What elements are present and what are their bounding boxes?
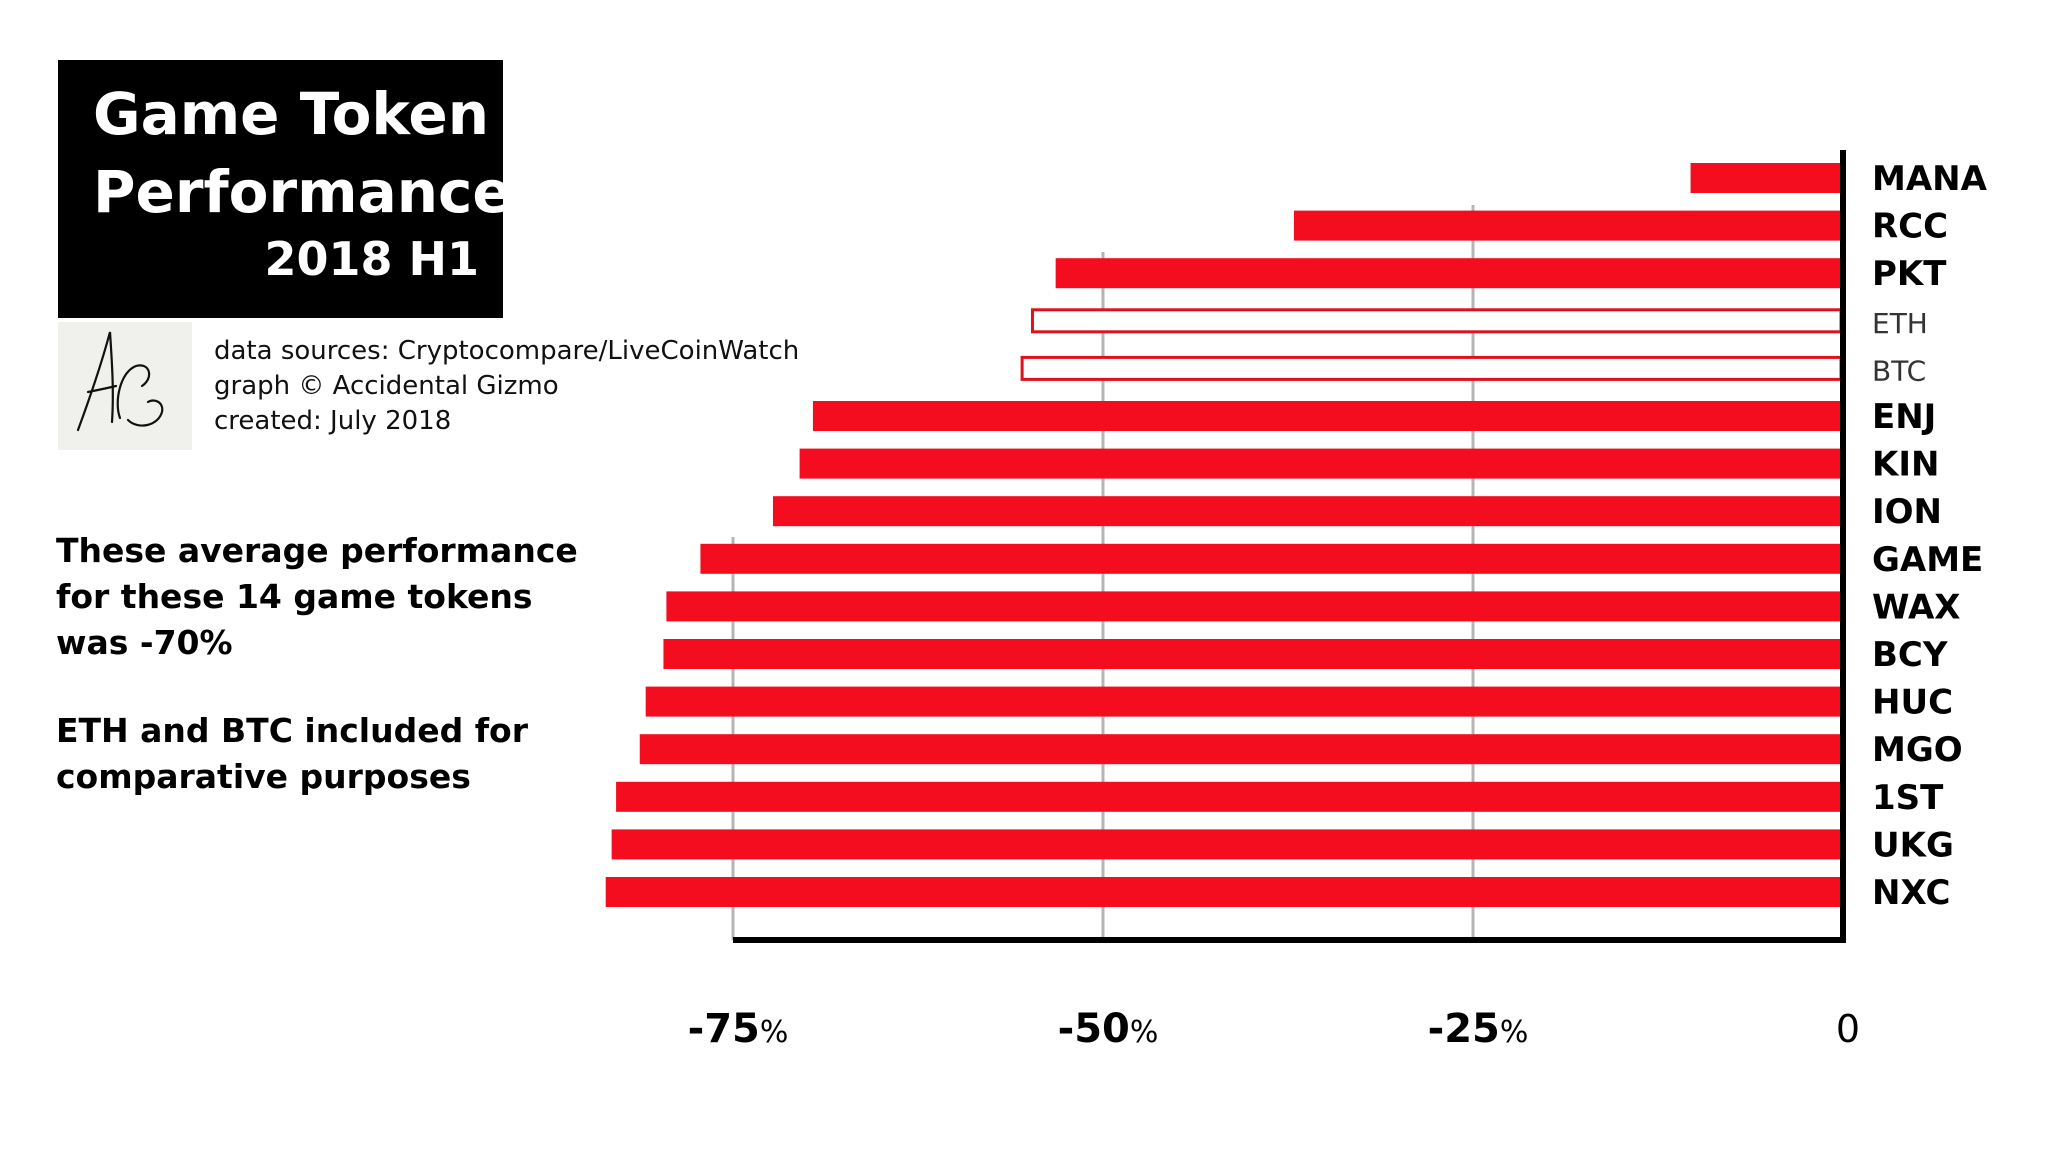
chart-title-line1: Game Token — [93, 80, 490, 148]
bar-1st — [616, 781, 1843, 812]
created-date-text: created: July 2018 — [214, 406, 452, 436]
bar-nxc — [605, 877, 1843, 907]
category-label: ETH — [1872, 307, 1928, 340]
bar-mana — [1690, 163, 1843, 193]
x-tick-label: 0 — [1836, 1007, 1860, 1051]
chart-title-line2: Performance — [93, 158, 512, 226]
average-performance-note: These average performance for these 14 g… — [56, 531, 578, 662]
ag-signature-logo-icon — [58, 322, 192, 450]
bar-btc — [1020, 355, 1843, 381]
logo-svg — [76, 331, 164, 432]
tick-labels: -75% -50% -25% 0 — [688, 1006, 1860, 1052]
category-label: ENJ — [1872, 397, 1936, 437]
category-label: NXC — [1872, 873, 1950, 913]
bar-mgo — [639, 734, 1843, 765]
bar-kin — [799, 448, 1843, 479]
bar-pkt — [1055, 258, 1843, 289]
bar-ion — [772, 496, 1844, 527]
bar-huc — [645, 686, 1844, 717]
comparative-note: ETH and BTC included for comparative pur… — [56, 711, 528, 796]
category-label: GAME — [1872, 540, 1983, 580]
bar-ukg — [611, 829, 1843, 860]
bars — [605, 163, 1844, 907]
x-tick-label: -25% — [1428, 1006, 1529, 1052]
category-labels: MANA RCC PKT ETH BTC ENJ KIN ION GAME WAX BCY HUC MG… — [1872, 159, 1988, 913]
category-label: BCY — [1872, 635, 1948, 675]
credits-block: data sources: Cryptocompare/LiveCoinWatc… — [214, 334, 799, 439]
bar-enj — [812, 401, 1844, 431]
title-box: Game Token Performance 2018 H1 — [58, 60, 512, 318]
category-label: HUC — [1872, 683, 1953, 723]
category-label: RCC — [1872, 207, 1948, 247]
chart-subtitle: 2018 H1 — [264, 232, 479, 286]
category-label: UKG — [1872, 825, 1954, 865]
axes — [733, 150, 1846, 943]
category-label: KIN — [1872, 445, 1939, 485]
bar-bcy — [663, 639, 1844, 669]
category-label: ION — [1872, 492, 1942, 532]
bar-wax — [666, 591, 1843, 622]
category-label: BTC — [1872, 354, 1926, 387]
category-label: MGO — [1872, 730, 1963, 770]
category-label: 1ST — [1872, 778, 1944, 818]
data-sources-text: data sources: Cryptocompare/LiveCoinWatc… — [214, 336, 800, 366]
x-tick-label: -50% — [1058, 1006, 1159, 1052]
bar-game — [700, 543, 1844, 574]
category-label: WAX — [1872, 587, 1961, 627]
x-tick-label: -75% — [688, 1006, 789, 1052]
category-label: MANA — [1872, 159, 1988, 199]
graph-credit-text: graph © Accidental Gizmo — [214, 371, 559, 401]
bar-rcc — [1293, 210, 1843, 241]
category-label: PKT — [1872, 254, 1947, 294]
bar-eth — [1030, 308, 1843, 334]
